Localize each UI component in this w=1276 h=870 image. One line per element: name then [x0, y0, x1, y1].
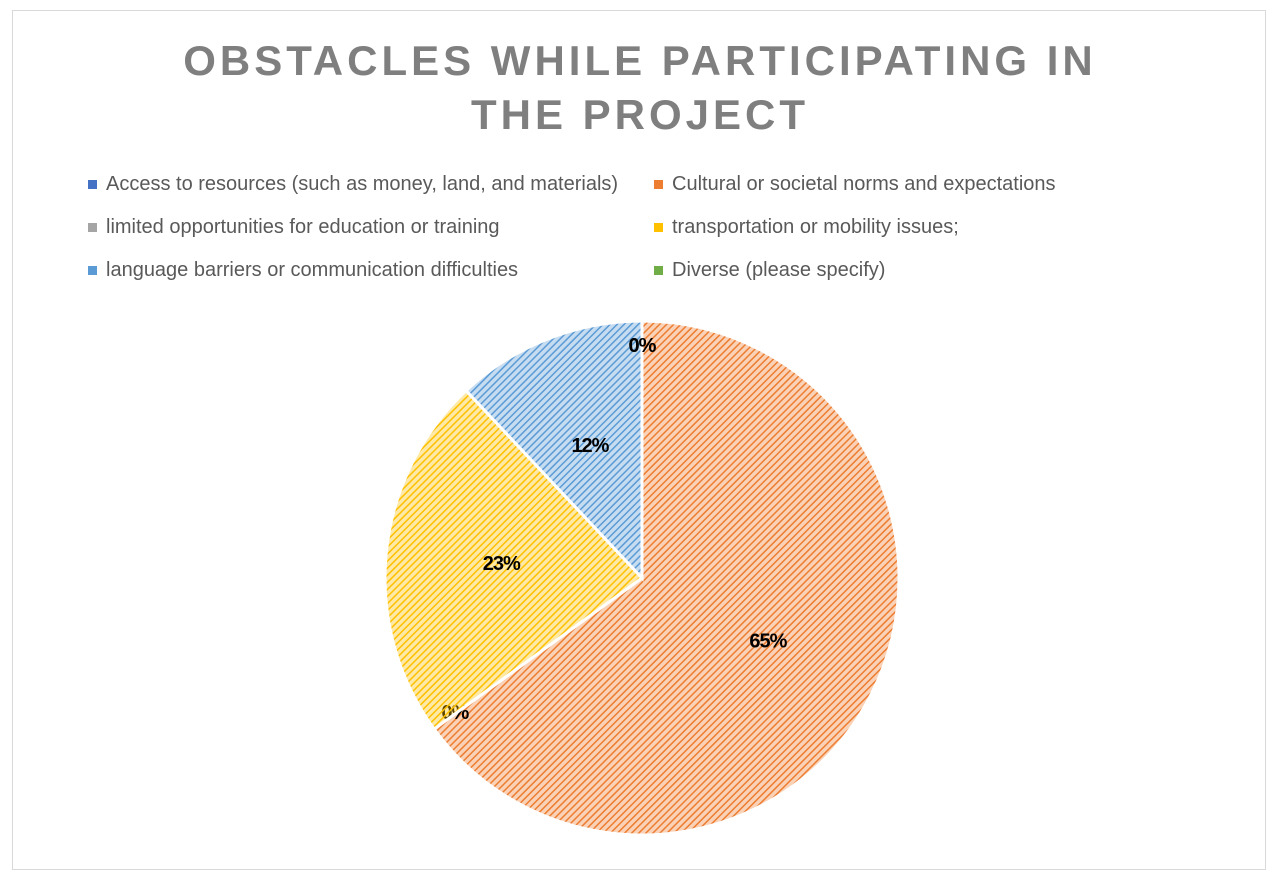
- data-label: 0%: [629, 335, 657, 357]
- legend-label: language barriers or communication diffi…: [106, 258, 519, 281]
- legend-swatch: [654, 265, 663, 275]
- pie-slice: [431, 319, 901, 837]
- legend-label: Diverse (please specify): [672, 258, 886, 281]
- legend-label: Cultural or societal norms and expectati…: [672, 172, 1056, 195]
- chart-title: OBSTACLES WHILE PARTICIPATING IN THE PRO…: [183, 37, 1097, 138]
- legend: Access to resources (such as money, land…: [88, 170, 1154, 284]
- pie-slice: [463, 319, 644, 582]
- legend-label: limited opportunities for education or t…: [106, 215, 500, 238]
- data-label: 65%: [749, 630, 787, 652]
- legend-item: Diverse (please specify): [654, 256, 1154, 284]
- legend-item: transportation or mobility issues;: [654, 213, 1154, 241]
- data-label: 23%: [483, 553, 521, 575]
- legend-label: Access to resources (such as money, land…: [106, 172, 619, 195]
- legend-swatch: [88, 222, 97, 232]
- pie-slice: [383, 388, 645, 732]
- legend-swatch: [88, 179, 97, 189]
- legend-item: Cultural or societal norms and expectati…: [654, 170, 1154, 198]
- data-label: 12%: [571, 435, 609, 457]
- legend-swatch: [654, 179, 663, 189]
- legend-item: Access to resources (such as money, land…: [88, 170, 654, 198]
- legend-label: transportation or mobility issues;: [672, 215, 959, 238]
- legend-item: limited opportunities for education or t…: [88, 213, 654, 241]
- legend-item: language barriers or communication diffi…: [88, 256, 654, 284]
- legend-swatch: [654, 222, 663, 232]
- legend-swatch: [88, 265, 97, 275]
